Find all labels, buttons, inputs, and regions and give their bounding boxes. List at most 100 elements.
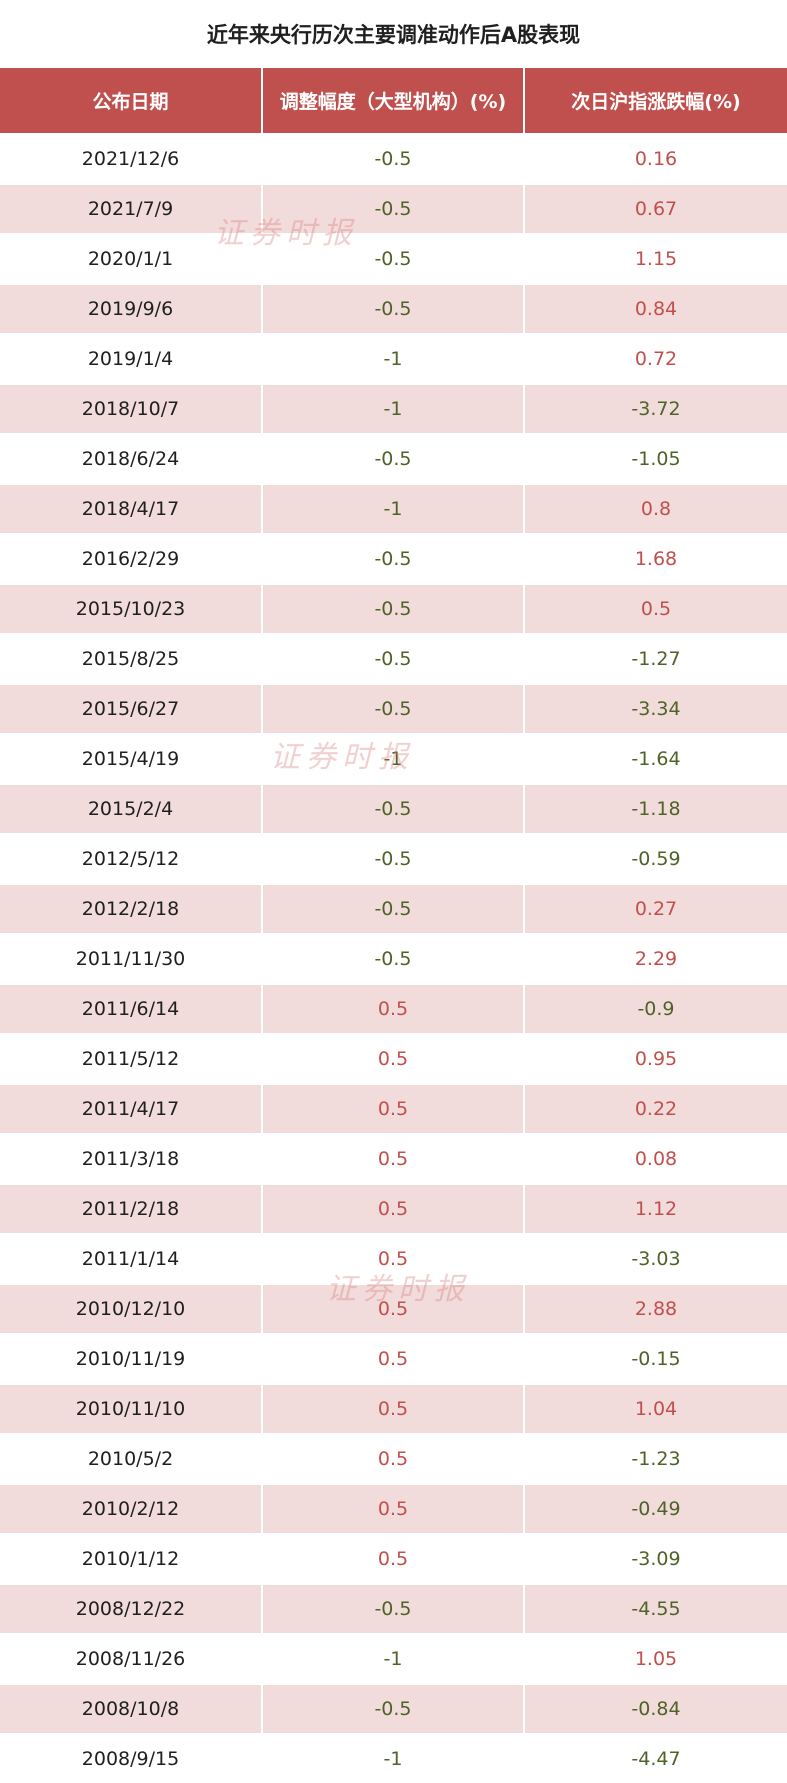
table-row: 2011/4/17 0.5 0.22 xyxy=(0,1083,787,1134)
cell-index-change: 1.05 xyxy=(523,1633,787,1684)
table-row: 2012/5/12 -0.5 -0.59 xyxy=(0,833,787,884)
cell-adjustment: -1 xyxy=(261,333,525,384)
cell-date: 2010/2/12 xyxy=(0,1483,263,1534)
cell-index-change: -0.59 xyxy=(523,833,787,884)
header-row: 公布日期 调整幅度（大型机构）(%) 次日沪指涨跌幅(%) xyxy=(0,68,787,134)
cell-adjustment: 0.5 xyxy=(261,1383,525,1434)
cell-date: 2011/5/12 xyxy=(0,1033,263,1084)
table-row: 2011/1/14 0.5 -3.03 xyxy=(0,1233,787,1284)
cell-index-change: -1.18 xyxy=(523,783,787,834)
cell-adjustment: -0.5 xyxy=(261,783,525,834)
table-row: 2010/11/10 0.5 1.04 xyxy=(0,1383,787,1434)
cell-index-change: 0.27 xyxy=(523,883,787,934)
table-row: 2018/4/17 -1 0.8 xyxy=(0,483,787,534)
table-row: 2011/3/18 0.5 0.08 xyxy=(0,1133,787,1184)
table-row: 2018/6/24 -0.5 -1.05 xyxy=(0,433,787,484)
cell-date: 2011/2/18 xyxy=(0,1183,263,1234)
cell-adjustment: -1 xyxy=(261,733,525,784)
cell-index-change: -3.72 xyxy=(523,383,787,434)
table-row: 2011/11/30 -0.5 2.29 xyxy=(0,933,787,984)
cell-index-change: 0.8 xyxy=(523,483,787,534)
cell-date: 2018/10/7 xyxy=(0,383,263,434)
cell-adjustment: -0.5 xyxy=(261,933,525,984)
cell-index-change: -1.64 xyxy=(523,733,787,784)
cell-index-change: 2.88 xyxy=(523,1283,787,1334)
cell-adjustment: -0.5 xyxy=(261,1583,525,1634)
header-index-change: 次日沪指涨跌幅(%) xyxy=(523,68,787,134)
cell-date: 2018/6/24 xyxy=(0,433,263,484)
cell-index-change: -3.34 xyxy=(523,683,787,734)
cell-index-change: 1.04 xyxy=(523,1383,787,1434)
table-row: 2011/2/18 0.5 1.12 xyxy=(0,1183,787,1234)
cell-date: 2011/1/14 xyxy=(0,1233,263,1284)
table-row: 2019/9/6 -0.5 0.84 xyxy=(0,283,787,334)
cell-index-change: -0.9 xyxy=(523,983,787,1034)
cell-index-change: 1.15 xyxy=(523,233,787,284)
cell-index-change: -0.49 xyxy=(523,1483,787,1534)
cell-adjustment: -1 xyxy=(261,1733,525,1783)
cell-date: 2021/12/6 xyxy=(0,133,263,184)
table-row: 2015/4/19 -1 -1.64 xyxy=(0,733,787,784)
cell-date: 2010/11/19 xyxy=(0,1333,263,1384)
table-row: 2011/6/14 0.5 -0.9 xyxy=(0,983,787,1034)
table-row: 2008/9/15 -1 -4.47 xyxy=(0,1733,787,1783)
cell-adjustment: -1 xyxy=(261,483,525,534)
table-row: 2015/8/25 -0.5 -1.27 xyxy=(0,633,787,684)
cell-index-change: -1.05 xyxy=(523,433,787,484)
cell-index-change: 0.5 xyxy=(523,583,787,634)
table-row: 2018/10/7 -1 -3.72 xyxy=(0,383,787,434)
cell-date: 2008/10/8 xyxy=(0,1683,263,1734)
cell-adjustment: 0.5 xyxy=(261,1533,525,1584)
cell-adjustment: -1 xyxy=(261,1633,525,1684)
cell-date: 2015/6/27 xyxy=(0,683,263,734)
cell-adjustment: 0.5 xyxy=(261,1083,525,1134)
cell-date: 2015/4/19 xyxy=(0,733,263,784)
cell-date: 2015/10/23 xyxy=(0,583,263,634)
table-row: 2015/10/23 -0.5 0.5 xyxy=(0,583,787,634)
header-adjustment: 调整幅度（大型机构）(%) xyxy=(261,68,525,134)
table-row: 2012/2/18 -0.5 0.27 xyxy=(0,883,787,934)
cell-adjustment: -0.5 xyxy=(261,283,525,334)
table-row: 2008/12/22 -0.5 -4.55 xyxy=(0,1583,787,1634)
cell-adjustment: -0.5 xyxy=(261,133,525,184)
cell-adjustment: -0.5 xyxy=(261,883,525,934)
cell-date: 2011/11/30 xyxy=(0,933,263,984)
cell-date: 2012/5/12 xyxy=(0,833,263,884)
cell-adjustment: 0.5 xyxy=(261,1183,525,1234)
cell-adjustment: -0.5 xyxy=(261,683,525,734)
cell-adjustment: -1 xyxy=(261,383,525,434)
cell-date: 2016/2/29 xyxy=(0,533,263,584)
cell-date: 2011/3/18 xyxy=(0,1133,263,1184)
cell-date: 2018/4/17 xyxy=(0,483,263,534)
cell-date: 2010/1/12 xyxy=(0,1533,263,1584)
table-row: 2010/1/12 0.5 -3.09 xyxy=(0,1533,787,1584)
cell-date: 2012/2/18 xyxy=(0,883,263,934)
cell-index-change: 0.67 xyxy=(523,183,787,234)
cell-index-change: 0.08 xyxy=(523,1133,787,1184)
cell-adjustment: -0.5 xyxy=(261,1683,525,1734)
cell-adjustment: 0.5 xyxy=(261,1283,525,1334)
table-row: 2010/12/10 0.5 2.88 xyxy=(0,1283,787,1334)
table-row: 2010/2/12 0.5 -0.49 xyxy=(0,1483,787,1534)
table-row: 2008/11/26 -1 1.05 xyxy=(0,1633,787,1684)
table-row: 2019/1/4 -1 0.72 xyxy=(0,333,787,384)
cell-adjustment: -0.5 xyxy=(261,583,525,634)
cell-adjustment: -0.5 xyxy=(261,533,525,584)
cell-adjustment: 0.5 xyxy=(261,1133,525,1184)
table-row: 2016/2/29 -0.5 1.68 xyxy=(0,533,787,584)
table-row: 2008/10/8 -0.5 -0.84 xyxy=(0,1683,787,1734)
table-title: 近年来央行历次主要调准动作后A股表现 xyxy=(206,23,581,47)
cell-adjustment: 0.5 xyxy=(261,1433,525,1484)
cell-adjustment: -0.5 xyxy=(261,433,525,484)
cell-date: 2011/6/14 xyxy=(0,983,263,1034)
cell-date: 2021/7/9 xyxy=(0,183,263,234)
cell-date: 2008/9/15 xyxy=(0,1733,263,1783)
cell-index-change: -1.27 xyxy=(523,633,787,684)
cell-adjustment: 0.5 xyxy=(261,1233,525,1284)
table-body: 2021/12/6 -0.5 0.16 2021/7/9 -0.5 0.67 2020/1/… xyxy=(0,133,787,1783)
cell-index-change: 2.29 xyxy=(523,933,787,984)
cell-date: 2008/11/26 xyxy=(0,1633,263,1684)
cell-index-change: -4.55 xyxy=(523,1583,787,1634)
cell-date: 2020/1/1 xyxy=(0,233,263,284)
cell-index-change: 1.68 xyxy=(523,533,787,584)
